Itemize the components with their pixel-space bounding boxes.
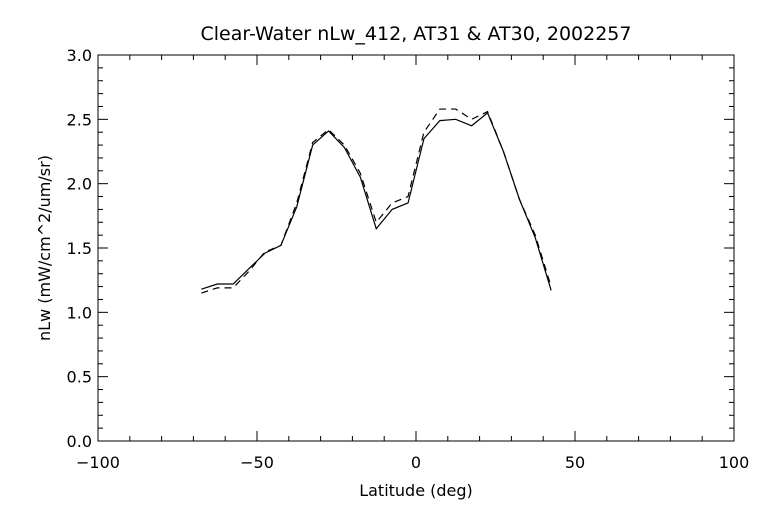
x-tick-label: 0: [411, 453, 421, 472]
y-axis-label: nLw (mW/cm^2/um/sr): [35, 155, 54, 341]
y-tick-label: 1.0: [67, 303, 92, 322]
plot-frame: [97, 54, 735, 442]
y-tick-label: 0.0: [67, 432, 92, 451]
x-tick-label: 100: [719, 453, 750, 472]
y-tick-label: 3.0: [67, 46, 92, 65]
y-tick-label: 1.5: [67, 239, 92, 258]
x-tick-label: 50: [565, 453, 585, 472]
y-tick-label: 0.5: [67, 368, 92, 387]
x-tick-label: −100: [76, 453, 120, 472]
series-line-at31: [201, 111, 552, 291]
x-axis-label: Latitude (deg): [359, 481, 473, 500]
chart-title: Clear-Water nLw_412, AT31 & AT30, 200225…: [201, 23, 632, 45]
series-group: [201, 108, 552, 294]
axis-ticks: −100 −50 0 50 100 0.0 0.5 1.0 1.5 2.0 2.5 3.0: [67, 46, 750, 472]
x-tick-label: −50: [240, 453, 274, 472]
y-tick-label: 2.5: [67, 110, 92, 129]
y-tick-label: 2.0: [67, 175, 92, 194]
series-line-at30: [201, 108, 552, 294]
